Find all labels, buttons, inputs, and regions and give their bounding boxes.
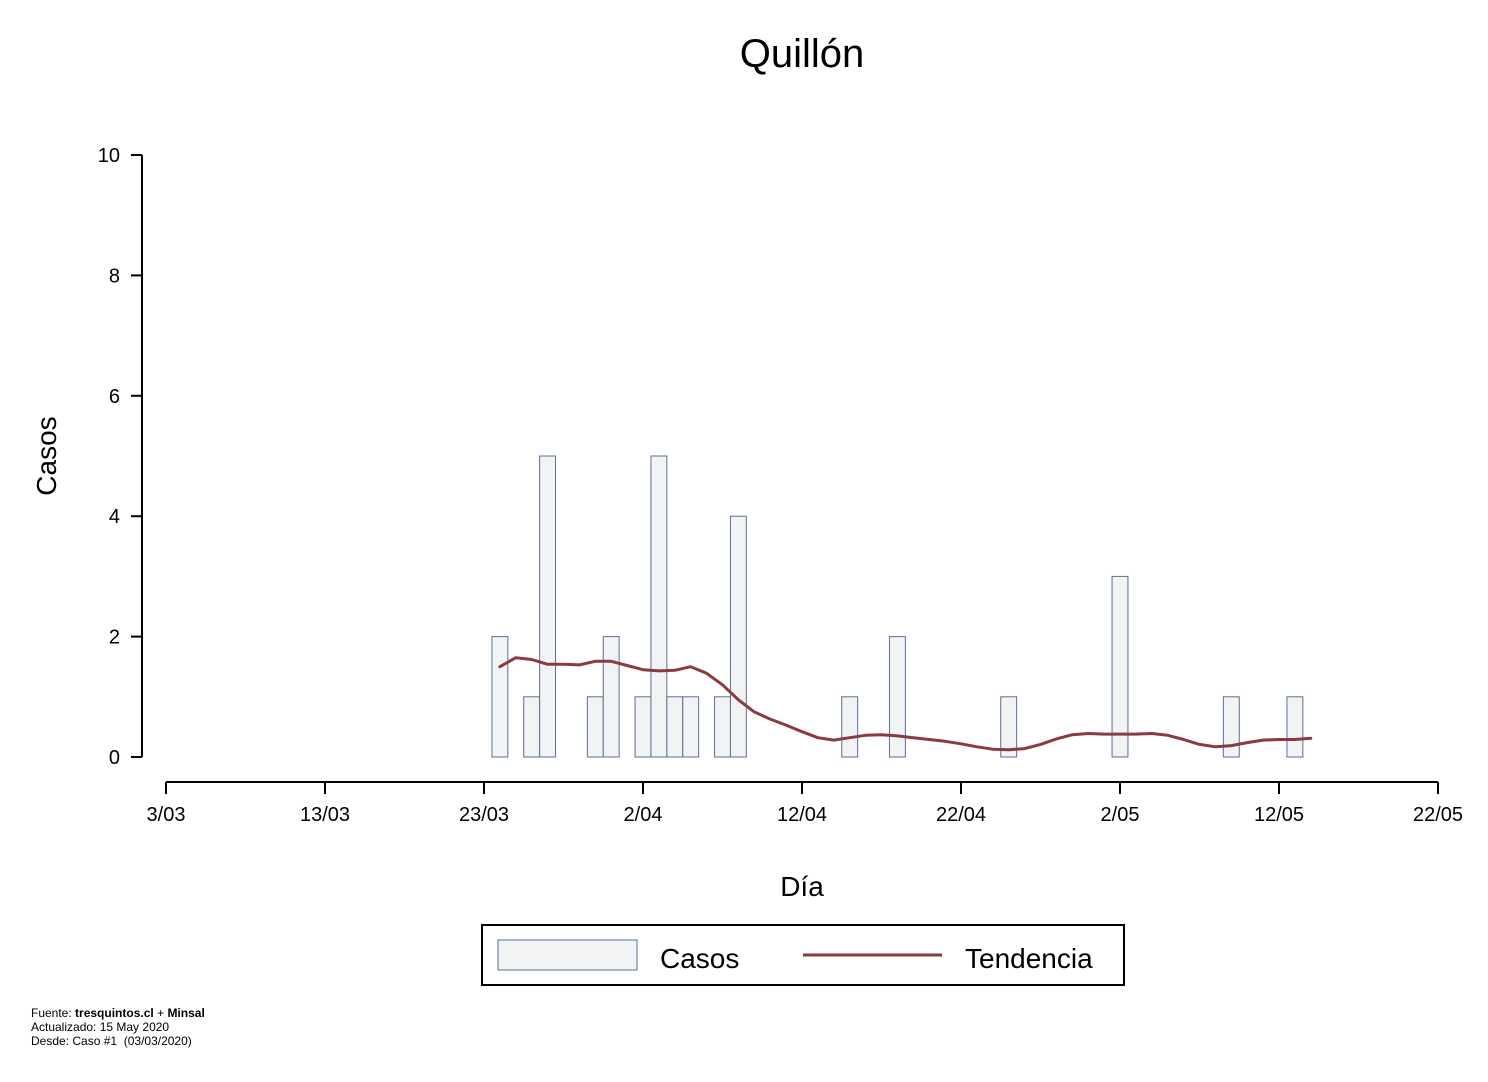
bar-casos (841, 696, 859, 758)
footer: Fuente: tresquintos.cl + Minsal Actualiz… (31, 1006, 205, 1048)
bar-series (491, 455, 1304, 758)
bar-casos (586, 696, 604, 758)
bar-casos (729, 515, 747, 758)
y-tick-label: 10 (98, 145, 120, 167)
bar-casos (888, 636, 906, 758)
footer-source-site: tresquintos.cl (75, 1006, 154, 1020)
y-axis-label: Casos (31, 416, 62, 495)
x-tick-label: 23/03 (459, 804, 509, 826)
x-tick-label: 13/03 (300, 804, 350, 826)
bar-casos (714, 696, 731, 758)
bar-casos (666, 696, 684, 758)
legend-swatch-casos (497, 939, 638, 971)
chart-title: Quillón (740, 32, 865, 76)
y-axis: 0 2 4 6 8 10 (98, 145, 143, 769)
x-tick-label: 12/05 (1254, 804, 1304, 826)
bar-casos (1222, 696, 1240, 758)
bar-casos (1000, 696, 1018, 758)
y-tick-label: 4 (109, 506, 120, 528)
y-tick-label: 2 (109, 627, 120, 649)
bar-casos (650, 455, 668, 758)
x-tick-label: 22/05 (1413, 804, 1463, 826)
x-tick-label: 22/04 (936, 804, 986, 826)
x-tick-label: 2/05 (1101, 804, 1140, 826)
bar-casos (491, 636, 509, 758)
x-tick-label: 2/04 (624, 804, 663, 826)
bar-casos (602, 636, 620, 758)
x-axis-label: Día (780, 871, 824, 902)
x-axis: 3/03 13/03 23/03 2/04 12/04 22/04 2/05 12/05 22/… (147, 781, 1463, 826)
y-tick-label: 8 (109, 265, 120, 287)
x-tick-label: 3/03 (147, 804, 186, 826)
trend-line (498, 656, 1313, 752)
legend: Casos Tendencia (481, 924, 1125, 986)
x-tick-label: 12/04 (777, 804, 827, 826)
legend-label-tendencia: Tendencia (965, 943, 1093, 974)
bar-casos (682, 696, 700, 758)
bar-casos (1286, 696, 1304, 758)
legend-label-casos: Casos (660, 943, 739, 974)
y-tick-label: 0 (109, 747, 120, 769)
footer-source: Fuente: tresquintos.cl + Minsal (31, 1006, 205, 1020)
footer-updated: Actualizado: 15 May 2020 (31, 1020, 170, 1034)
footer-since: Desde: Caso #1 (03/03/2020) (31, 1034, 192, 1048)
y-tick-label: 6 (109, 386, 120, 408)
footer-source-label: Fuente: (31, 1006, 72, 1020)
trend-series (498, 656, 1313, 752)
footer-source-plus: + (157, 1006, 165, 1020)
bar-casos (634, 696, 652, 758)
bar-casos (1111, 575, 1129, 758)
footer-source-org: Minsal (167, 1006, 205, 1020)
bar-casos (539, 455, 557, 758)
bar-casos (523, 696, 541, 758)
